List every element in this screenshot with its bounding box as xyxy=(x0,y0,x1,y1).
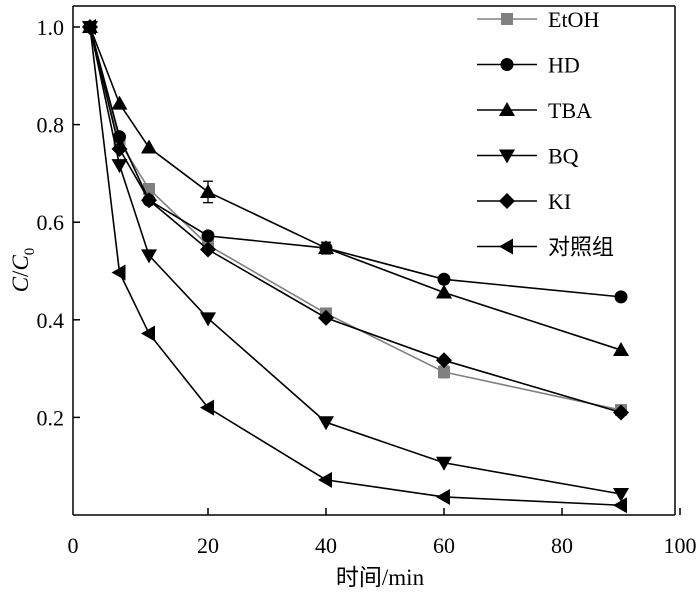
y-tick-label: 0.2 xyxy=(37,405,65,430)
legend-item-0: EtOH xyxy=(477,7,599,32)
legend-marker xyxy=(499,193,515,209)
data-point xyxy=(82,19,96,35)
legend-label: TBA xyxy=(548,98,592,123)
data-point xyxy=(318,309,334,326)
data-point xyxy=(111,95,128,110)
data-point xyxy=(201,229,215,243)
data-point xyxy=(200,183,216,198)
y-tick-label: 0.4 xyxy=(37,308,65,333)
series-line xyxy=(89,26,622,507)
data-point xyxy=(613,488,629,503)
legend-item-5: 对照组 xyxy=(477,235,614,260)
x-axis-title: 时间/min xyxy=(336,565,425,590)
series-1 xyxy=(83,20,628,304)
data-point xyxy=(111,264,126,281)
legend-label: HD xyxy=(548,53,580,78)
legend: EtOH HD TBA BQ KI 对照组 xyxy=(477,7,614,260)
data-point xyxy=(437,272,451,286)
legend-marker xyxy=(500,58,514,71)
series-line xyxy=(89,26,622,414)
x-tick-label: 20 xyxy=(197,533,219,558)
data-point xyxy=(318,416,334,431)
legend-item-1: HD xyxy=(477,53,580,78)
data-point xyxy=(141,192,157,209)
legend-marker xyxy=(499,102,515,116)
series-0 xyxy=(84,21,627,417)
y-tick-label: 0.8 xyxy=(37,113,65,138)
data-point xyxy=(111,141,128,157)
series-3 xyxy=(82,21,629,503)
data-point xyxy=(200,241,216,258)
data-point xyxy=(613,497,627,514)
data-point xyxy=(200,312,216,327)
x-tick-label: 0 xyxy=(68,533,79,558)
y-tick-label: 0.6 xyxy=(37,210,65,235)
data-point xyxy=(141,249,157,264)
series-4 xyxy=(82,19,629,421)
plot-frame xyxy=(72,5,676,516)
data-point xyxy=(318,240,334,255)
series-line xyxy=(89,26,622,495)
data-point xyxy=(436,352,452,369)
data-point xyxy=(318,471,332,488)
legend-item-3: BQ xyxy=(477,144,579,169)
y-tick-label: 1.0 xyxy=(37,15,65,40)
legend-marker xyxy=(499,238,513,255)
legend-item-4: KI xyxy=(477,189,571,214)
x-tick-label: 80 xyxy=(551,533,573,558)
x-tick-label: 40 xyxy=(315,533,337,558)
series-line xyxy=(89,26,622,298)
series-5 xyxy=(82,19,627,514)
legend-label: BQ xyxy=(548,144,579,169)
data-point xyxy=(613,404,629,421)
x-tick-label: 60 xyxy=(433,533,455,558)
y-axis-title: C/C0 xyxy=(8,248,38,293)
series-2 xyxy=(82,19,629,357)
legend-marker xyxy=(499,149,515,164)
series-line xyxy=(89,26,622,351)
x-tick-label: 100 xyxy=(664,533,697,558)
series-layer xyxy=(82,19,629,514)
legend-label: 对照组 xyxy=(548,235,614,260)
data-point xyxy=(614,290,628,304)
legend-item-2: TBA xyxy=(477,98,592,123)
data-point xyxy=(438,366,450,379)
axes: 0 20 40 60 80 100 0.2 0.4 0.6 0.8 1.0 xyxy=(37,15,697,558)
data-point xyxy=(436,488,450,505)
data-point xyxy=(613,342,629,357)
legend-marker xyxy=(501,13,513,25)
data-point xyxy=(141,325,155,342)
data-point xyxy=(436,456,452,471)
data-point xyxy=(436,284,452,299)
data-point xyxy=(111,159,128,174)
legend-label: KI xyxy=(548,189,571,214)
legend-label: EtOH xyxy=(548,7,599,32)
data-point xyxy=(200,399,214,416)
series-line xyxy=(89,26,622,411)
data-point xyxy=(141,139,157,154)
